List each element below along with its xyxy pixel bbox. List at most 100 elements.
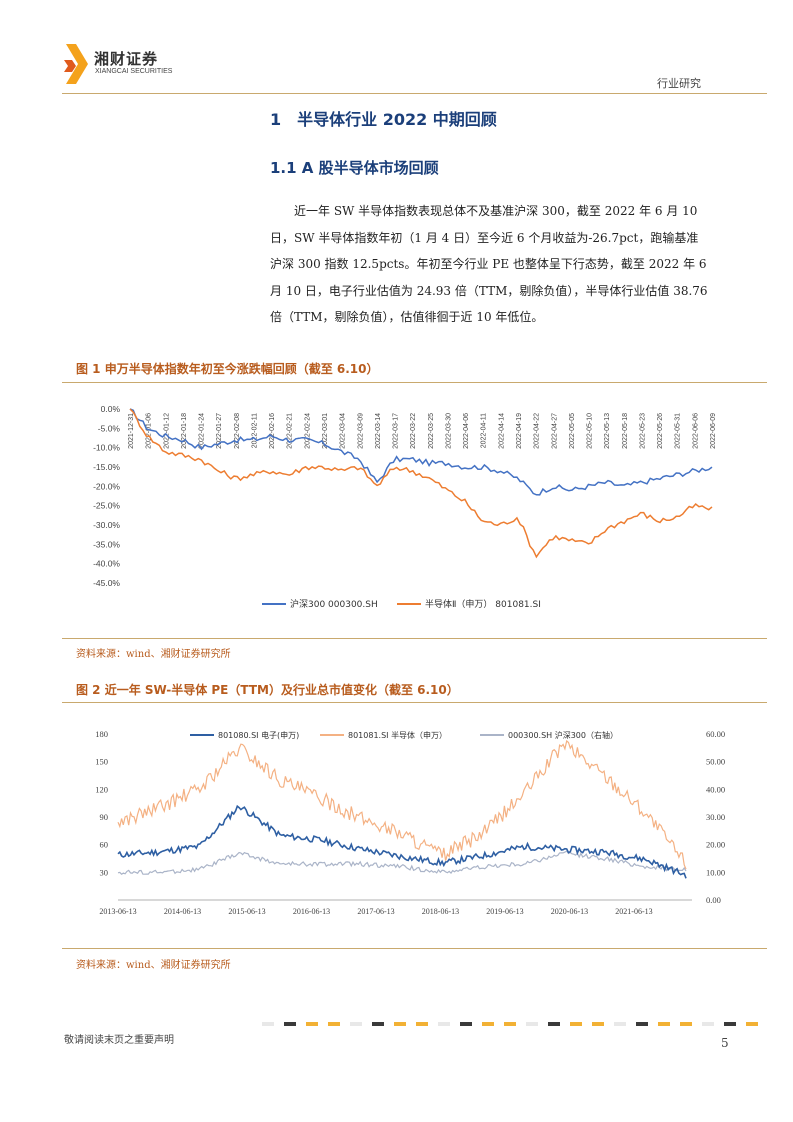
y-tick-label: -35.0% xyxy=(93,539,120,549)
x-tick-label: 2022-03-22 xyxy=(410,413,417,449)
x-tick-label: 2022-06-06 xyxy=(692,413,699,449)
y-tick-label: -5.0% xyxy=(98,423,121,433)
x-tick-label: 2014-06-13 xyxy=(164,907,201,916)
y-left-tick-label: 60 xyxy=(100,840,109,850)
x-tick-label: 2022-04-27 xyxy=(551,413,558,449)
x-tick-label: 2022-03-25 xyxy=(428,413,435,449)
paragraph-line: 沪深 300 指数 12.5pcts。年初至今行业 PE 也整体呈下行态势，截至… xyxy=(270,257,707,271)
subsection-heading: 1.1 A 股半导体市场回顾 xyxy=(270,159,439,177)
x-tick-label: 2022-04-14 xyxy=(498,413,505,449)
paragraph-line: 月 10 日，电子行业估值为 24.93 倍（TTM，剔除负值），半导体行业估值… xyxy=(270,283,708,298)
x-tick-label: 2022-02-11 xyxy=(251,413,258,448)
x-tick-label: 2022-05-13 xyxy=(604,413,611,449)
figure2-title: 图 2 近一年 SW-半导体 PE（TTM）及行业总市值变化（截至 6.10） xyxy=(76,683,459,697)
y-right-tick-label: 50.00 xyxy=(706,757,725,767)
figure2-bottom-rule xyxy=(62,948,767,949)
stripe-segment xyxy=(504,1022,516,1026)
x-tick-label: 2021-12-31 xyxy=(128,413,135,449)
company-logo: 湘财证券 XIANGCAI SECURITIES xyxy=(62,42,172,90)
series-line-semiconductor-pe xyxy=(117,739,687,870)
stripe-segment xyxy=(746,1022,758,1026)
x-tick-label: 2022-04-11 xyxy=(481,413,488,448)
y-tick-label: -45.0% xyxy=(93,578,120,588)
y-right-tick-label: 60.00 xyxy=(706,729,725,739)
y-left-tick-label: 120 xyxy=(95,784,108,794)
stripe-segment xyxy=(680,1022,692,1026)
stripe-segment xyxy=(482,1022,494,1026)
x-tick-label: 2022-03-17 xyxy=(393,413,400,449)
y-tick-label: -30.0% xyxy=(93,520,120,530)
y-right-tick-label: 40.00 xyxy=(706,784,725,794)
legend-label: 000300.SH 沪深300（右轴） xyxy=(508,730,618,740)
figure1-chart: 0.0% -5.0% -10.0% -15.0% -20.0% -25.0% -30.0% -… xyxy=(93,404,717,610)
x-tick-label: 2022-05-26 xyxy=(657,413,664,449)
stripe-segment xyxy=(350,1022,362,1026)
body-paragraph: 近一年 SW 半导体指数表现总体不及基准沪深 300，截至 2022 年 6 月… xyxy=(270,198,740,331)
disclaimer-note: 敬请阅读末页之重要声明 xyxy=(64,1035,174,1046)
legend-label: 沪深300 000300.SH xyxy=(290,598,378,610)
y-left-tick-label: 30 xyxy=(100,867,109,877)
stripe-segment xyxy=(548,1022,560,1026)
xiangcai-logo-icon xyxy=(64,44,88,84)
series-line-hs300 xyxy=(117,850,687,875)
x-tick-label: 2022-05-05 xyxy=(569,413,576,449)
y-tick-label: 0.0% xyxy=(101,404,121,414)
x-tick-label: 2013-06-13 xyxy=(99,907,136,916)
x-tick-label: 2022-03-01 xyxy=(322,413,329,449)
x-tick-label: 2022-02-16 xyxy=(269,413,276,449)
x-tick-label: 2022-01-06 xyxy=(146,413,153,449)
x-tick-label: 2022-06-09 xyxy=(710,413,717,449)
paragraph-line: 日，SW 半导体指数年初（1 月 4 日）至今近 6 个月收益为-26.7pct… xyxy=(270,230,699,245)
x-tick-label: 2016-06-13 xyxy=(293,907,330,916)
stripe-segment xyxy=(394,1022,406,1026)
x-tick-label: 2022-05-23 xyxy=(639,413,646,449)
stripe-segment xyxy=(636,1022,648,1026)
stripe-segment xyxy=(570,1022,582,1026)
x-tick-label: 2022-01-24 xyxy=(199,413,206,449)
y-left-tick-label: 90 xyxy=(100,812,109,822)
figure2-source: 资料来源：wind、湘财证券研究所 xyxy=(76,960,231,971)
stripe-segment xyxy=(526,1022,538,1026)
y-right-tick-label: 10.00 xyxy=(706,867,725,877)
stripe-segment xyxy=(658,1022,670,1026)
x-tick-label: 2021-06-13 xyxy=(615,907,652,916)
y-right-tick-label: 20.00 xyxy=(706,840,725,850)
x-tick-label: 2022-02-21 xyxy=(287,413,294,449)
stripe-segment xyxy=(416,1022,428,1026)
x-tick-label: 2022-04-06 xyxy=(463,413,470,449)
x-tick-label: 2022-04-22 xyxy=(534,413,541,449)
y-tick-label: -20.0% xyxy=(93,481,120,491)
figure1-source: 资料来源：wind、湘财证券研究所 xyxy=(76,649,231,660)
stripe-segment xyxy=(460,1022,472,1026)
x-tick-label: 2022-01-12 xyxy=(163,413,170,449)
stripe-segment xyxy=(306,1022,318,1026)
y-tick-label: -10.0% xyxy=(93,443,120,453)
y-tick-label: -25.0% xyxy=(93,501,120,511)
x-tick-label: 2022-05-18 xyxy=(622,413,629,449)
stripe-segment xyxy=(592,1022,604,1026)
stripe-segment xyxy=(372,1022,384,1026)
stripe-segment xyxy=(262,1022,274,1026)
header-divider xyxy=(62,93,767,94)
y-right-tick-label: 30.00 xyxy=(706,812,725,822)
x-tick-label: 2022-01-18 xyxy=(181,413,188,449)
x-tick-label: 2022-05-31 xyxy=(675,413,682,449)
x-tick-label: 2022-03-14 xyxy=(375,413,382,449)
logo-text-en: XIANGCAI SECURITIES xyxy=(95,68,173,75)
y-left-tick-label: 180 xyxy=(95,729,108,739)
legend-label: 801081.SI 半导体（申万） xyxy=(348,730,447,740)
page-number: 5 xyxy=(721,1036,729,1050)
figure1-top-rule xyxy=(62,382,767,383)
stripe-segment xyxy=(702,1022,714,1026)
figure1-bottom-rule xyxy=(62,638,767,639)
series-line-hs300 xyxy=(129,408,713,496)
x-tick-label: 2018-06-13 xyxy=(422,907,459,916)
x-tick-label: 2020-06-13 xyxy=(551,907,588,916)
paragraph-line: 倍（TTM，剔除负值），估值徘徊于近 10 年低位。 xyxy=(270,310,544,324)
figure2-chart: 180 150 120 90 60 30 60.00 50.00 40.00 30.00 20.00… xyxy=(95,729,725,916)
series-line-semiconductor xyxy=(129,408,713,559)
y-tick-label: -40.0% xyxy=(93,559,120,569)
y-right-tick-label: 0.00 xyxy=(706,895,721,905)
section-heading: 1 半导体行业 2022 中期回顾 xyxy=(270,110,497,129)
x-tick-label: 2022-03-30 xyxy=(445,413,452,449)
